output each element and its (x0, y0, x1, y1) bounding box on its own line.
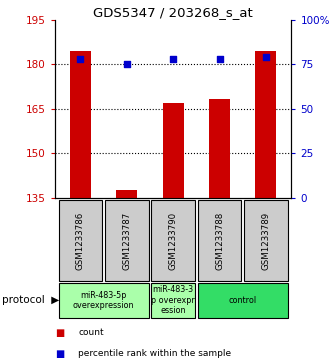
Point (78, 56, 83, 62)
Point (263, 54, 268, 60)
Title: GDS5347 / 203268_s_at: GDS5347 / 203268_s_at (93, 6, 253, 19)
Bar (255, 51, 276, 198)
Bar (105, 200, 149, 281)
Text: ■: ■ (55, 328, 64, 338)
Bar (70, 51, 91, 198)
Point (170, 56, 176, 62)
Text: miR-483-3
p overexpr
ession: miR-483-3 p overexpr ession (151, 285, 195, 315)
Text: count: count (78, 329, 104, 337)
Text: ■: ■ (55, 349, 64, 359)
Bar (152, 200, 195, 281)
Text: GSM1233787: GSM1233787 (122, 211, 131, 270)
Bar (198, 200, 241, 281)
Text: protocol  ▶: protocol ▶ (2, 295, 59, 305)
Bar (59, 200, 102, 281)
Text: GSM1233790: GSM1233790 (168, 211, 178, 270)
Text: percentile rank within the sample: percentile rank within the sample (78, 350, 231, 358)
Bar (198, 283, 288, 318)
Text: GSM1233789: GSM1233789 (261, 211, 270, 270)
Text: control: control (229, 296, 257, 305)
Bar (116, 191, 137, 198)
Point (217, 56, 222, 62)
Bar (163, 103, 183, 198)
Point (124, 61, 130, 68)
Bar (152, 283, 195, 318)
Bar (59, 283, 149, 318)
Bar (244, 200, 288, 281)
Bar (209, 98, 230, 198)
Text: GSM1233788: GSM1233788 (215, 211, 224, 270)
Text: GSM1233786: GSM1233786 (76, 211, 85, 270)
Text: miR-483-5p
overexpression: miR-483-5p overexpression (73, 291, 135, 310)
